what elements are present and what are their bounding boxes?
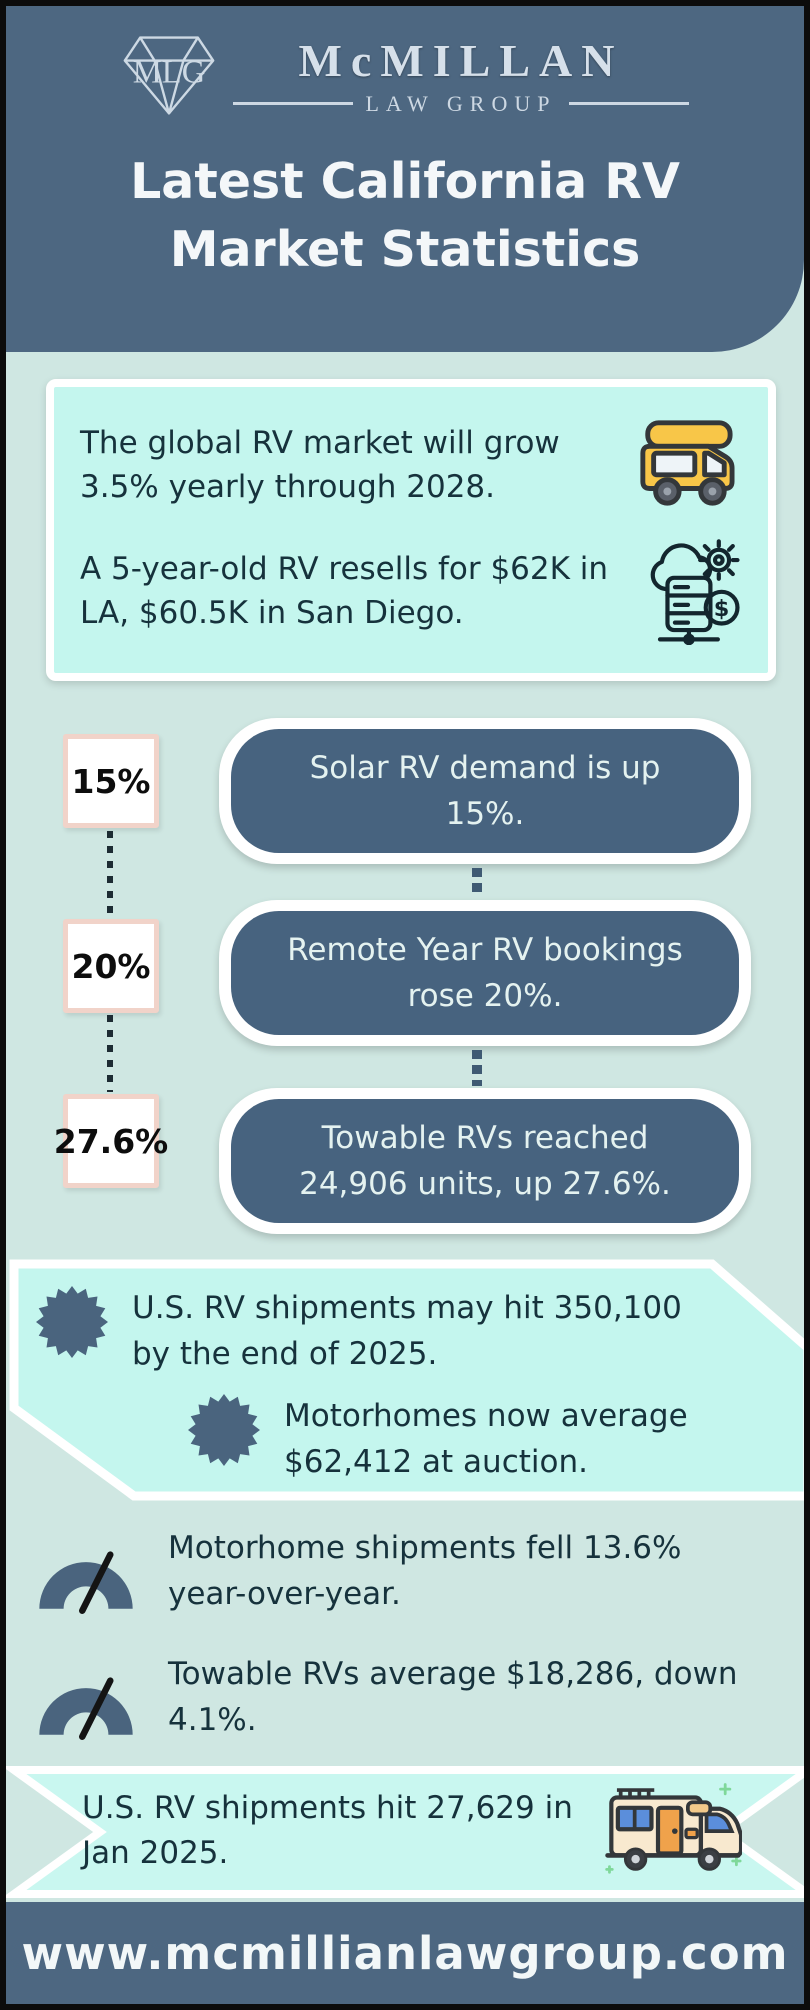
timeline-connector <box>107 831 113 917</box>
logo-rule-left <box>233 102 354 105</box>
stat-pill-text: Solar RV demand is up 15%. <box>309 749 661 833</box>
page-title: Latest California RV Market Statistics <box>6 148 804 283</box>
timeline-percent-box: 27.6% <box>54 1094 168 1188</box>
starburst-icon <box>188 1394 260 1466</box>
gauge-stat-row: Towable RVs average $18,286, down 4.1%. <box>30 1652 748 1744</box>
intro-fact-text: The global RV market will grow 3.5% year… <box>80 424 560 505</box>
footer-website: www.mcmillianlawgroup.com <box>21 1926 789 1980</box>
intro-fact-row: The global RV market will grow 3.5% year… <box>80 413 744 517</box>
logo-subtitle-row: LAW GROUP <box>233 90 689 117</box>
pill-connector <box>472 868 482 898</box>
gauge-icon <box>39 1677 133 1740</box>
logo-name: McMILLAN <box>298 34 624 86</box>
timeline-connector <box>107 1015 113 1092</box>
gauge-stat-row: Motorhome shipments fell 13.6% year-over… <box>30 1526 748 1618</box>
stat-pill-text: Remote Year RV bookings rose 20%. <box>287 931 683 1015</box>
footer: www.mcmillianlawgroup.com <box>6 1902 804 2004</box>
pill-connector <box>472 1050 482 1086</box>
stat-pill-inner: Remote Year RV bookings rose 20%. <box>231 911 739 1035</box>
banner-item: U.S. RV shipments may hit 350,100 by the… <box>36 1286 692 1378</box>
timeline-percent: 20% <box>71 946 151 986</box>
ribbon-text: U.S. RV shipments hit 27,629 in Jan 2025… <box>82 1790 573 1871</box>
header: MLG McMILLAN LAW GROUP Latest California… <box>6 6 804 352</box>
stat-pill: Remote Year RV bookings rose 20%. <box>219 900 751 1046</box>
diamond-monogram-icon: MLG <box>124 36 215 115</box>
logo-subtitle: LAW GROUP <box>365 90 557 116</box>
stat-pill-inner: Towable RVs reached 24,906 units, up 27.… <box>231 1099 739 1223</box>
gauge-stat-text: Motorhome shipments fell 13.6% year-over… <box>168 1530 682 1612</box>
intro-fact-row: A 5-year-old RV resells for $62K in LA, … <box>80 533 744 649</box>
intro-fact-box: The global RV market will grow 3.5% year… <box>46 379 776 681</box>
timeline-percent: 15% <box>71 761 151 801</box>
stat-pill-text: Towable RVs reached 24,906 units, up 27.… <box>299 1119 671 1203</box>
camper-van-icon <box>602 1776 744 1880</box>
intro-fact-text: A 5-year-old RV resells for $62K in LA, … <box>80 550 609 631</box>
logo-rule-right <box>568 102 689 105</box>
stat-pill-inner: Solar RV demand is up 15%. <box>231 729 739 853</box>
motorhome-icon <box>626 413 744 517</box>
ribbon-shape <box>6 1766 804 1898</box>
gauge-stat-text: Towable RVs average $18,286, down 4.1%. <box>168 1656 738 1738</box>
banner-item: Motorhomes now average $62,412 at auctio… <box>188 1394 804 1486</box>
gauge-icon <box>39 1551 133 1614</box>
law-group-logo: MLG McMILLAN LAW GROUP <box>6 6 804 120</box>
stat-pill: Towable RVs reached 24,906 units, up 27.… <box>219 1088 751 1234</box>
stat-pill: Solar RV demand is up 15%. <box>219 718 751 864</box>
banner-text: U.S. RV shipments may hit 350,100 by the… <box>132 1290 682 1372</box>
cloud-server-dollar-icon: $ <box>632 533 744 649</box>
dollar-glyph: $ <box>714 596 730 622</box>
timeline-percent-box: 20% <box>63 919 159 1013</box>
page-title-line2: Market Statistics <box>169 220 641 278</box>
timeline-percent: 27.6% <box>53 1121 169 1161</box>
banner-text: Motorhomes now average $62,412 at auctio… <box>284 1398 688 1480</box>
timeline-percent-box: 15% <box>63 734 159 828</box>
page-title-line1: Latest California RV <box>130 153 680 210</box>
starburst-icon <box>36 1286 108 1358</box>
logo-monogram: MLG <box>133 55 206 91</box>
